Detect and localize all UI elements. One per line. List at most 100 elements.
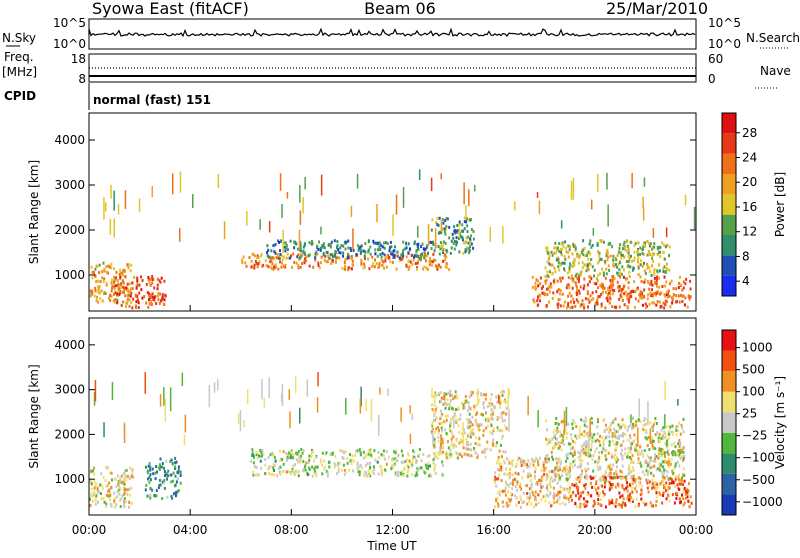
heatmap-cell (586, 462, 589, 466)
heatmap-cell (559, 485, 562, 489)
heatmap-cell (417, 468, 420, 472)
heatmap-cell (624, 503, 627, 507)
heatmap-cell (543, 293, 546, 296)
heatmap-cell (350, 255, 353, 258)
heatmap-cell (284, 263, 287, 267)
heatmap-cell (474, 442, 477, 445)
heatmap-cell (602, 494, 605, 498)
heatmap-cell (572, 242, 575, 246)
heatmap-cell (577, 280, 580, 284)
heatmap-cell (163, 298, 166, 302)
heatmap-cell (572, 279, 575, 283)
heatmap-cell (288, 389, 290, 400)
heatmap-cell (628, 466, 630, 470)
heatmap-cell (438, 422, 441, 426)
heatmap-cell (123, 491, 126, 495)
heatmap-cell (131, 287, 134, 291)
heatmap-cell (115, 270, 118, 274)
heatmap-cell (564, 427, 567, 430)
heatmap-cell (428, 454, 431, 458)
heatmap-cell (163, 481, 166, 485)
heatmap-cell (568, 466, 571, 470)
heatmap-cell (293, 261, 296, 264)
heatmap-cell (469, 245, 471, 248)
heatmap-cell (423, 471, 426, 475)
heatmap-cell (571, 252, 574, 256)
heatmap-cell (434, 411, 437, 415)
heatmap-cell (631, 478, 634, 481)
heatmap-cell (623, 292, 626, 296)
heatmap-cell (678, 281, 680, 285)
heatmap-cell (356, 244, 359, 248)
heatmap-cell (636, 253, 639, 257)
heatmap-cell (241, 258, 244, 262)
heatmap-cell (288, 256, 291, 260)
heatmap-cell (619, 271, 622, 275)
heatmap-cell (450, 406, 453, 410)
heatmap-cell (556, 464, 559, 468)
heatmap-cell (108, 265, 111, 269)
heatmap-cell (131, 281, 134, 285)
heatmap-cell (672, 471, 675, 475)
heatmap-cell (599, 467, 602, 471)
heatmap-cell (608, 499, 611, 503)
heatmap-cell (548, 262, 551, 266)
heatmap-cell (448, 404, 451, 408)
heatmap-cell (513, 477, 516, 481)
heatmap-cell (580, 503, 583, 507)
heatmap-cell (619, 275, 621, 279)
heatmap-cell (613, 502, 616, 506)
heatmap-cell (607, 204, 609, 227)
heatmap-cell (544, 282, 547, 285)
heatmap-cell (255, 453, 258, 457)
heatmap-cell (244, 261, 247, 265)
heatmap-cell (469, 442, 472, 446)
heatmap-cell (642, 428, 645, 432)
heatmap-cell (387, 388, 389, 396)
heatmap-cell (389, 245, 392, 249)
heatmap-cell (208, 385, 211, 408)
heatmap-cell (553, 478, 556, 482)
heatmap-cell (302, 460, 305, 464)
heatmap-cell (645, 306, 647, 310)
heatmap-cell (477, 401, 480, 405)
heatmap-cell (510, 460, 513, 464)
heatmap-cell (439, 265, 442, 269)
heatmap-cell (565, 436, 568, 440)
heatmap-cell (491, 432, 494, 436)
heatmap-cell (300, 448, 303, 451)
echo-region-5 (569, 474, 693, 509)
heatmap-cell (466, 230, 469, 233)
heatmap-cell (504, 486, 507, 490)
heatmap-cell (575, 485, 578, 489)
heatmap-cell (637, 427, 639, 447)
heatmap-cell (96, 486, 99, 490)
heatmap-cell (481, 413, 484, 417)
heatmap-cell (539, 299, 541, 303)
heatmap-cell (430, 177, 433, 192)
heatmap-cell (577, 456, 580, 459)
heatmap-cell (269, 453, 272, 457)
heatmap-cell (368, 267, 371, 271)
heatmap-cell (678, 478, 681, 482)
heatmap-cell (97, 286, 100, 290)
heatmap-cell (544, 274, 547, 278)
heatmap-cell (286, 248, 289, 252)
heatmap-cell (669, 305, 672, 309)
heatmap-cell (576, 277, 579, 281)
heatmap-cell (626, 438, 629, 442)
heatmap-cell (596, 438, 599, 442)
heatmap-cell (393, 450, 396, 454)
heatmap-cell (291, 467, 294, 471)
heatmap-cell (371, 255, 374, 259)
heatmap-cell (440, 434, 442, 450)
heatmap-cell (364, 242, 367, 246)
heatmap-cell (452, 415, 455, 419)
heatmap-cell (463, 431, 466, 435)
heatmap-cell (546, 428, 549, 432)
heatmap-cell (356, 449, 359, 453)
heatmap-cell (650, 294, 653, 297)
heatmap-cell (598, 254, 601, 258)
heatmap-cell (597, 498, 600, 501)
heatmap-cell (502, 505, 505, 508)
